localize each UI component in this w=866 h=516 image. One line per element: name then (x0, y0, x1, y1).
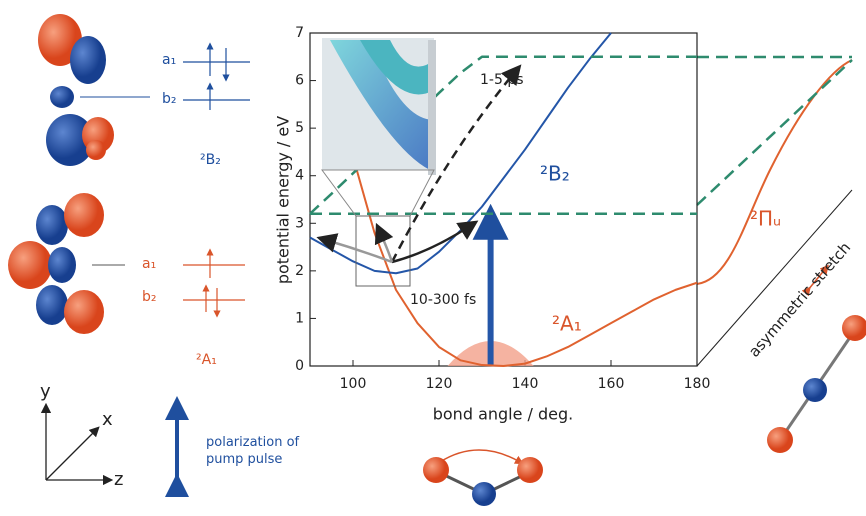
axis-z: z (114, 469, 123, 490)
orbital-a1 (8, 193, 125, 334)
bend-molecule (423, 450, 543, 506)
y-tick-label: 5 (295, 120, 304, 136)
state-label: ²A₁ (196, 352, 217, 368)
x-tick-label: 180 (684, 376, 711, 392)
pi-label: ²Πᵤ (750, 207, 781, 231)
inset (322, 38, 436, 286)
annotation: 10-300 fs (410, 292, 476, 308)
y-tick-label: 4 (295, 168, 304, 184)
curve (353, 157, 697, 366)
x-axis-label: bond angle / deg. (433, 405, 574, 424)
y-tick-label: 7 (295, 25, 304, 41)
y-tick-label: 0 (295, 358, 304, 374)
x-tick-label: 100 (340, 376, 367, 392)
x-tick-label: 120 (426, 376, 453, 392)
page: {"chart_data": {"type": "line", "xlabel"… (0, 0, 866, 516)
axis-y: y (40, 381, 51, 402)
figure: a₁ b₂ ²B₂ a₁ b₂ ²A₁ y x z asymmetric str… (0, 0, 866, 516)
level-label: a₁ (162, 52, 176, 68)
polarization-label: polarization of pump pulse (206, 434, 326, 468)
curve-label: ²A₁ (552, 312, 582, 336)
state-label: ²B₂ (200, 152, 221, 168)
level-label: b₂ (142, 289, 157, 305)
level-diagrams (183, 46, 250, 314)
x-tick-label: 160 (598, 376, 625, 392)
y-axis-label: potential energy / eV (274, 116, 293, 284)
y-tick-label: 3 (295, 215, 304, 231)
y-tick-label: 2 (295, 263, 304, 279)
orbital-b2 (38, 14, 150, 166)
curve-label: ²B₂ (540, 162, 570, 186)
annotation: 1-5 ps (480, 72, 524, 88)
level-label: b₂ (162, 91, 177, 107)
stretch-label: asymmetric stretch (745, 239, 854, 361)
y-tick-label: 1 (295, 310, 304, 326)
level-label: a₁ (142, 256, 156, 272)
x-tick-label: 140 (512, 376, 539, 392)
y-tick-label: 6 (295, 73, 304, 89)
coordinate-axes (46, 408, 108, 480)
axis-x: x (102, 409, 113, 430)
